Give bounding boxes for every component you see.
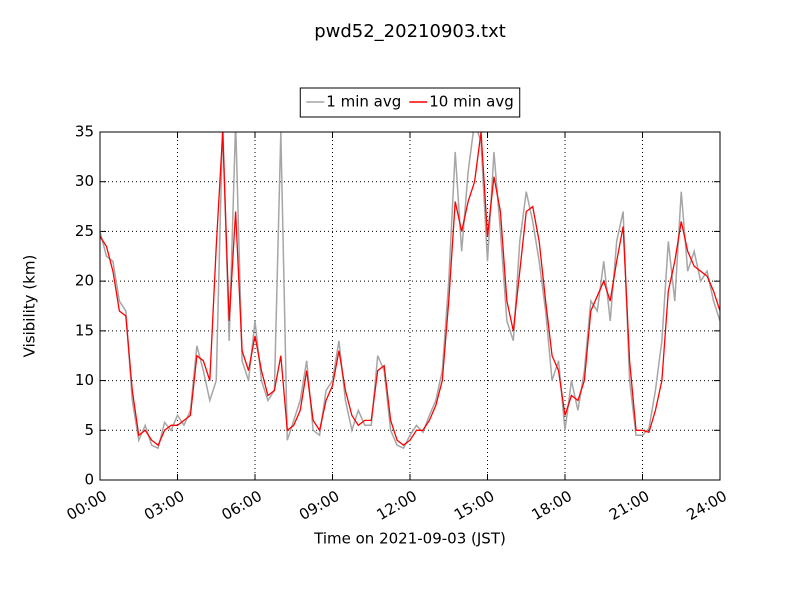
plot-lines bbox=[100, 132, 720, 450]
y-tick-label: 0 bbox=[84, 471, 94, 489]
chart-title: pwd52_20210903.txt bbox=[314, 21, 506, 42]
y-axis-label: Visibility (km) bbox=[21, 255, 39, 358]
plot-frame bbox=[99, 131, 721, 481]
y-tick-label: 25 bbox=[75, 222, 94, 240]
series-line bbox=[100, 132, 720, 450]
x-axis-label: Time on 2021-09-03 (JST) bbox=[313, 530, 506, 548]
legend-label: 10 min avg bbox=[429, 93, 514, 111]
series-line bbox=[100, 132, 720, 447]
legend-label: 1 min avg bbox=[326, 93, 401, 111]
y-tick-label: 30 bbox=[75, 172, 94, 190]
legend: 1 min avg 10 min avg bbox=[299, 87, 521, 118]
y-tick-label: 10 bbox=[75, 371, 94, 389]
y-tick-label: 20 bbox=[75, 272, 94, 290]
y-tick-label: 35 bbox=[75, 123, 94, 141]
y-tick-label: 5 bbox=[84, 421, 94, 439]
y-tick-label: 15 bbox=[75, 321, 94, 339]
